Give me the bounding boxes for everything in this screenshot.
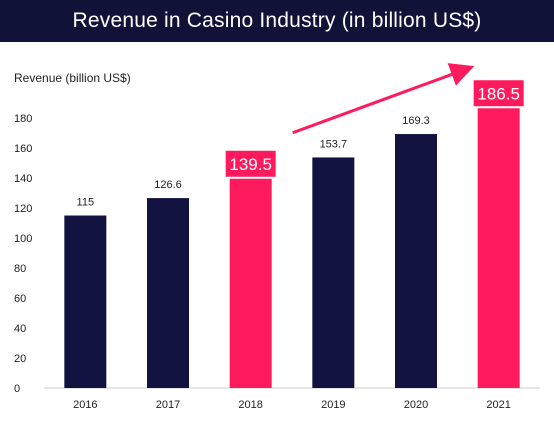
bar-2019 <box>312 157 355 388</box>
x-tick-label: 2017 <box>156 399 180 411</box>
x-axis: 2016 2017 2018 2019 2020 2021 <box>73 399 511 411</box>
x-tick-label: 2020 <box>404 399 428 411</box>
value-label: 169.3 <box>402 115 430 127</box>
y-tick-label: 160 <box>14 143 32 155</box>
y-tick-label: 100 <box>14 233 32 245</box>
value-label: 153.7 <box>320 138 348 150</box>
y-tick-label: 120 <box>14 203 32 215</box>
y-axis-title: Revenue (billion US$) <box>14 71 131 85</box>
value-label: 186.5 <box>477 84 520 103</box>
value-label-highlight: 139.5 <box>225 150 276 177</box>
y-tick-label: 180 <box>14 113 32 125</box>
y-tick-label: 80 <box>14 263 26 275</box>
chart-header: Revenue in Casino Industry (in billion U… <box>0 0 554 42</box>
value-label: 139.5 <box>229 155 272 174</box>
x-tick-label: 2021 <box>486 399 510 411</box>
bar-series <box>64 108 520 388</box>
y-axis: 0 20 40 60 80 100 120 140 160 180 <box>14 113 32 395</box>
data-labels: 115 126.6 139.5 153.7 169.3 186.5 <box>77 80 524 209</box>
y-tick-label: 60 <box>14 293 26 305</box>
y-tick-label: 40 <box>14 323 26 335</box>
x-tick-label: 2016 <box>73 399 97 411</box>
bar-chart: Revenue (billion US$) 0 20 40 60 80 100 120 140… <box>14 63 540 411</box>
bar-2016 <box>64 215 107 388</box>
x-tick-label: 2019 <box>321 399 345 411</box>
value-label-box <box>225 150 276 177</box>
chart-title: Revenue in Casino Industry (in billion U… <box>72 9 482 32</box>
y-tick-label: 20 <box>14 353 26 365</box>
value-label: 115 <box>77 197 95 209</box>
bar-2017 <box>147 198 189 388</box>
trend-arrow <box>292 63 475 135</box>
bar-2021 <box>477 108 520 388</box>
y-tick-label: 140 <box>14 173 32 185</box>
x-tick-label: 2018 <box>238 399 262 411</box>
value-label: 126.6 <box>154 179 182 191</box>
chart-area: Revenue (billion US$) 0 20 40 60 80 100 120 140… <box>0 42 554 422</box>
value-label-box <box>473 80 524 107</box>
value-label-highlight: 186.5 <box>473 80 524 107</box>
y-tick-label: 0 <box>14 383 20 395</box>
bar-2018 <box>229 178 272 388</box>
bar-2020 <box>395 134 437 388</box>
